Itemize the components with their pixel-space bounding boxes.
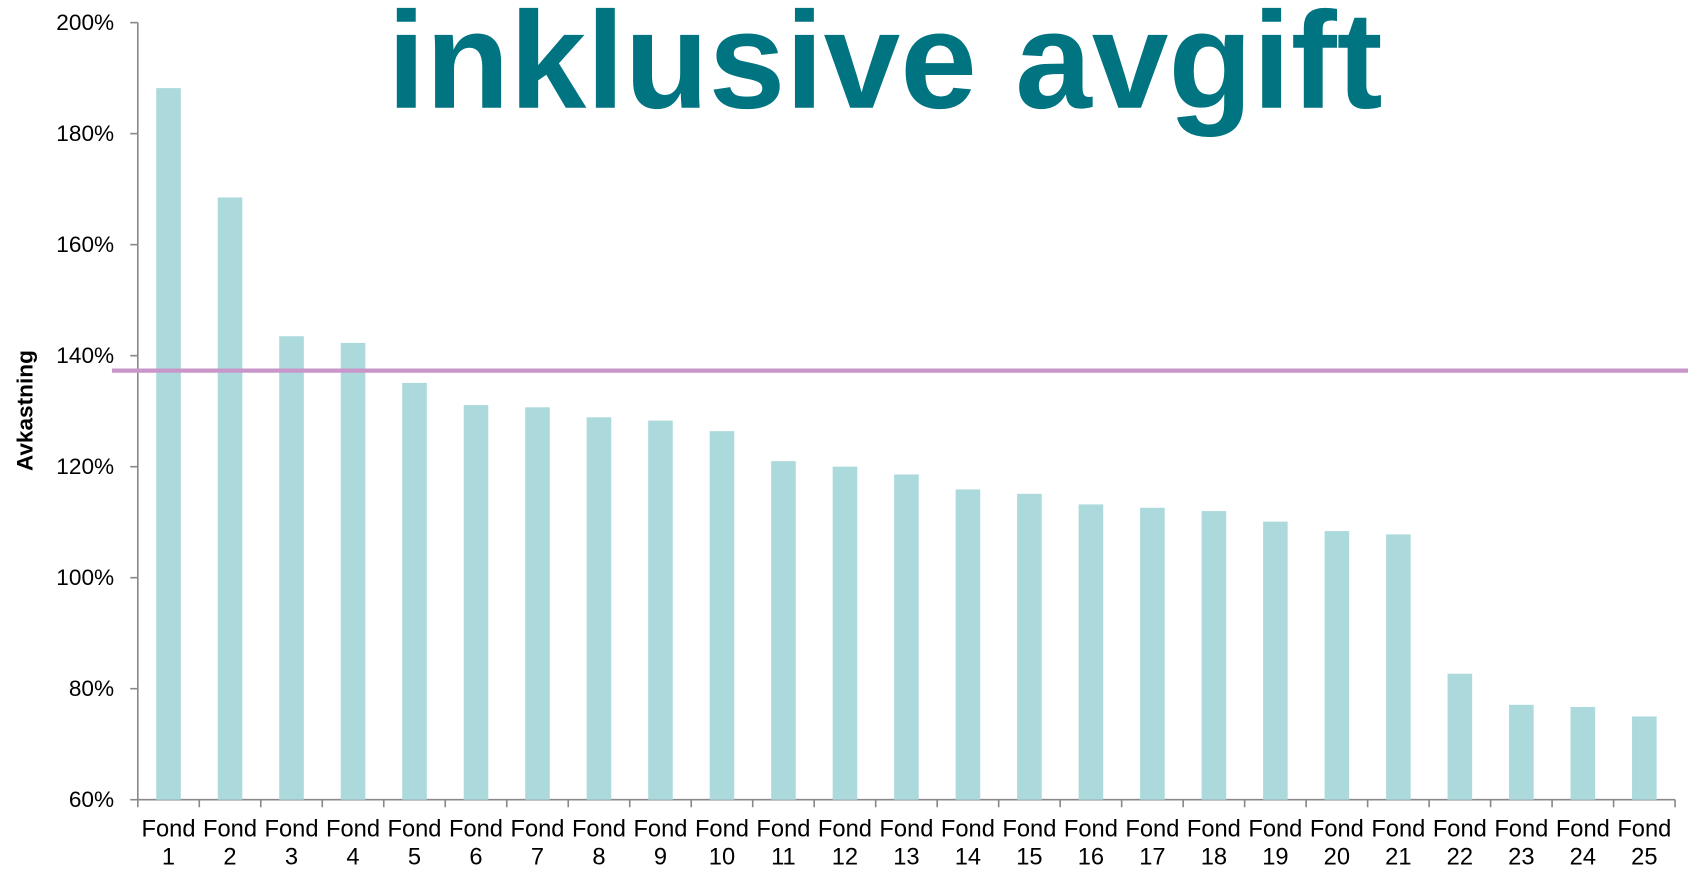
x-tick-label-box: Fond 5: [387, 814, 442, 870]
x-tick-label: Fond 17: [1125, 814, 1180, 870]
x-tick-label-box: Fond 16: [1063, 814, 1118, 870]
x-tick-label-box: Fond 9: [633, 814, 688, 870]
x-tick-label: Fond 15: [1002, 814, 1057, 870]
y-axis-label: Avkastning: [12, 350, 37, 471]
y-tick-label: 120%: [56, 454, 114, 479]
x-tick-label: Fond 6: [448, 814, 503, 870]
x-tick-label: Fond 16: [1063, 814, 1118, 870]
y-tick-label: 180%: [56, 121, 114, 146]
x-tick-label-box: Fond 12: [817, 814, 872, 870]
x-tick-label-box: Fond 11: [756, 814, 811, 870]
bar: [1386, 534, 1411, 800]
bar: [1078, 504, 1104, 800]
bar: [279, 336, 304, 800]
chart-title: inklusive avgift: [387, 0, 1382, 138]
x-tick-label: Fond 1: [141, 814, 196, 870]
x-tick-label: Fond 12: [817, 814, 872, 870]
x-tick-label: Fond 9: [633, 814, 688, 870]
y-tick-label: 140%: [56, 343, 114, 368]
bar: [463, 405, 489, 800]
x-tick-label-box: Fond 24: [1555, 814, 1610, 870]
x-tick-label-box: Fond 2: [203, 814, 258, 870]
x-tick-label: Fond 23: [1494, 814, 1549, 870]
x-tick-label-box: Fond 18: [1186, 814, 1241, 870]
bar: [771, 461, 796, 800]
bar: [894, 474, 919, 800]
bar: [709, 431, 735, 800]
y-tick-label: 60%: [69, 787, 114, 812]
x-tick-label: Fond 22: [1432, 814, 1487, 870]
x-tick-label: Fond 2: [203, 814, 258, 870]
x-tick-label: Fond 5: [387, 814, 442, 870]
bar: [402, 382, 427, 800]
x-tick-label: Fond 11: [756, 814, 811, 870]
bar: [1201, 511, 1227, 800]
bar: [832, 466, 858, 800]
bar: [1324, 531, 1350, 800]
bar: [340, 342, 366, 800]
bar: [586, 417, 612, 800]
x-tick-label-box: Fond 21: [1371, 814, 1426, 870]
x-tick-label-box: Fond 20: [1309, 814, 1364, 870]
bar: [1140, 507, 1165, 800]
y-tick-label: 80%: [69, 676, 114, 701]
y-tick-label: 160%: [56, 232, 114, 257]
bar: [1447, 673, 1473, 800]
x-tick-label-box: Fond 4: [326, 814, 380, 870]
x-tick-label-box: Fond 8: [571, 814, 626, 870]
x-tick-label-box: Fond 1: [141, 814, 196, 870]
x-tick-label-box: Fond 10: [694, 814, 749, 870]
x-tick-label: Fond 14: [940, 814, 995, 870]
x-tick-label-box: Fond 22: [1432, 814, 1487, 870]
x-tick-label: Fond 21: [1371, 814, 1426, 870]
bar: [156, 88, 181, 800]
bar: [525, 407, 550, 800]
bar: [217, 197, 243, 800]
x-tick-label: Fond 25: [1617, 814, 1672, 870]
x-tick-label: Fond 24: [1555, 814, 1610, 870]
x-tick-label: Fond 19: [1248, 814, 1303, 870]
x-tick-label: Fond 20: [1309, 814, 1364, 870]
bar: [1570, 707, 1596, 800]
x-tick-label-box: Fond 23: [1494, 814, 1549, 870]
x-tick-label-box: Fond 25: [1617, 814, 1672, 870]
x-tick-label: Fond 8: [571, 814, 626, 870]
x-tick-label: Fond 18: [1186, 814, 1241, 870]
x-tick-label-box: Fond 7: [510, 814, 565, 870]
x-tick-label: Fond 3: [264, 814, 319, 870]
y-tick-label: 200%: [56, 10, 114, 35]
x-tick-label: Fond 7: [510, 814, 565, 870]
x-tick-label-box: Fond 15: [1002, 814, 1057, 870]
x-tick-label: Fond 4: [326, 814, 380, 870]
bar: [955, 489, 981, 800]
bar: [1017, 493, 1042, 800]
x-tick-label-box: Fond 3: [264, 814, 319, 870]
x-tick-label: Fond 10: [694, 814, 749, 870]
x-tick-label-box: Fond 13: [879, 814, 934, 870]
x-tick-label-box: Fond 19: [1248, 814, 1303, 870]
x-tick-label: Fond 13: [879, 814, 934, 870]
x-tick-label-box: Fond 14: [940, 814, 995, 870]
x-tick-label-box: Fond 17: [1125, 814, 1180, 870]
x-tick-label-box: Fond 6: [448, 814, 503, 870]
bar: [1509, 704, 1534, 800]
y-tick-label: 100%: [56, 565, 114, 590]
bar: [648, 420, 673, 800]
bar: [1632, 716, 1657, 800]
bar: [1263, 521, 1288, 800]
